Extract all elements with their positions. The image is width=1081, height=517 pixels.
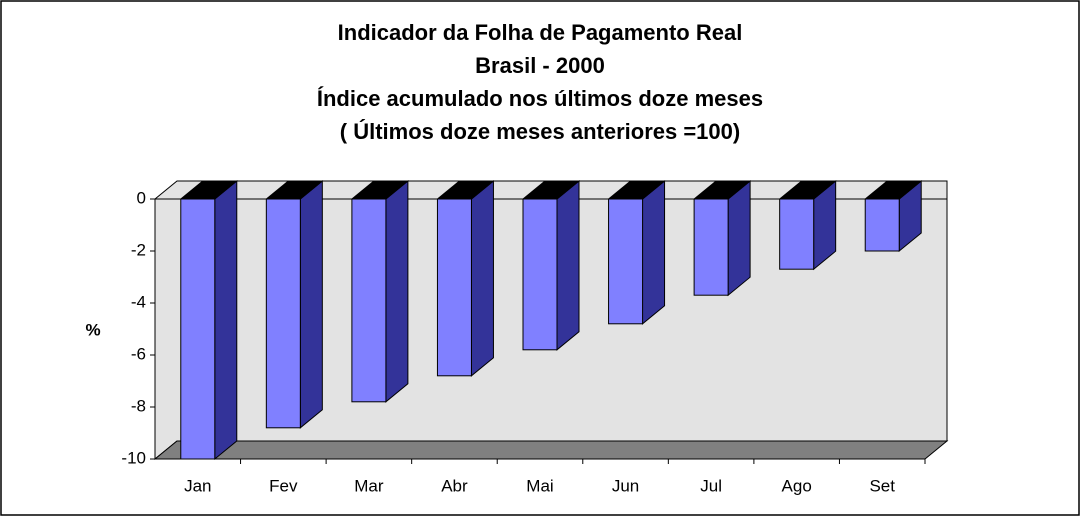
y-tick-label: 0 — [137, 188, 146, 207]
bar-side — [556, 179, 580, 351]
bar — [522, 198, 558, 351]
y-tick-label: -2 — [131, 240, 146, 259]
y-tick-label: -10 — [121, 448, 146, 467]
x-tick-label: Ago — [782, 476, 812, 495]
chart-title: Índice acumulado nos últimos doze meses — [317, 86, 763, 111]
bar — [608, 198, 644, 325]
bar — [436, 198, 472, 377]
x-tick-label: Fev — [269, 476, 298, 495]
chart-title: Brasil - 2000 — [475, 53, 605, 78]
y-tick-label: -4 — [131, 292, 146, 311]
bar — [351, 198, 387, 403]
bar-side — [470, 179, 494, 377]
y-axis-label: % — [85, 320, 100, 339]
x-tick-label: Abr — [441, 476, 468, 495]
chart-title: ( Últimos doze meses anteriores =100) — [340, 119, 740, 144]
x-tick-label: Mai — [526, 476, 553, 495]
x-tick-label: Jan — [184, 476, 211, 495]
bar — [864, 198, 900, 252]
bar-side — [642, 179, 666, 325]
y-tick-label: -8 — [131, 396, 146, 415]
bar — [693, 198, 729, 296]
floor — [153, 440, 949, 460]
x-tick-label: Jul — [700, 476, 722, 495]
x-tick-label: Mar — [354, 476, 384, 495]
bar-side — [385, 179, 409, 403]
bar — [779, 198, 815, 270]
x-tick-label: Jun — [612, 476, 639, 495]
bar — [265, 198, 301, 429]
bar-side — [727, 179, 751, 297]
y-tick-label: -6 — [131, 344, 146, 363]
chart-title: Indicador da Folha de Pagamento Real — [338, 20, 743, 45]
bar — [180, 198, 216, 460]
x-tick-label: Set — [869, 476, 895, 495]
bar-side — [299, 179, 323, 429]
bar-side — [214, 179, 238, 461]
